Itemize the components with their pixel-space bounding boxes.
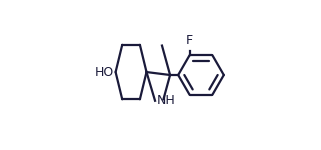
Text: HO: HO [95, 66, 114, 79]
Text: F: F [186, 34, 193, 47]
Text: NH: NH [157, 94, 176, 107]
